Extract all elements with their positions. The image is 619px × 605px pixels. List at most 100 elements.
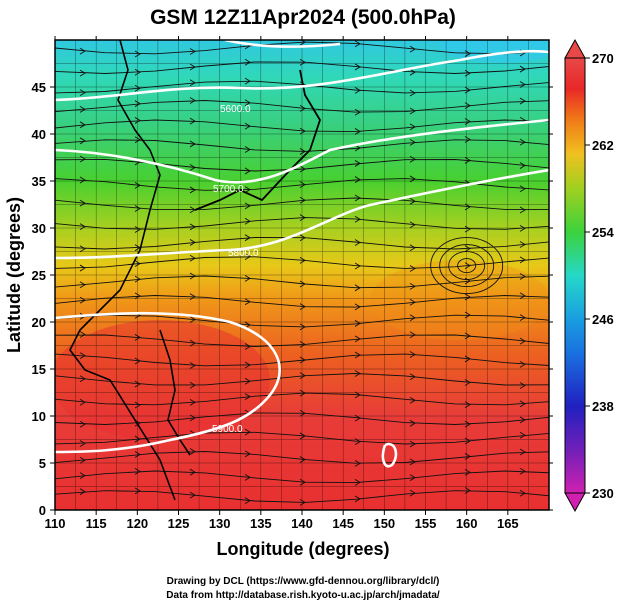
contour-label-5700: 5700.0 <box>213 184 244 195</box>
wind-arrow <box>409 155 416 163</box>
wind-arrow <box>189 381 196 389</box>
wind-arrow <box>189 140 196 148</box>
wind-arrow <box>409 123 416 131</box>
wind-arrow <box>244 361 251 369</box>
wind-arrow <box>464 453 471 460</box>
wind-arrow <box>354 262 361 270</box>
circulation-ring <box>457 258 477 274</box>
wind-arrow <box>244 202 251 210</box>
wind-arrow <box>189 239 196 246</box>
wind-arrow <box>189 398 196 406</box>
wind-arrow <box>299 196 306 204</box>
wind-arrow <box>134 435 141 443</box>
wind-arrow <box>409 440 416 448</box>
wind-arrow <box>354 40 361 48</box>
wind-arrow <box>244 321 251 329</box>
wind-arrow <box>464 50 471 57</box>
wind-arrow <box>134 136 141 144</box>
wind-arrow <box>244 186 251 193</box>
wind-arrow <box>519 185 526 193</box>
y-tick-label: 20 <box>32 315 46 330</box>
wind-arrow <box>189 468 196 476</box>
colorbar-tick-label: 230 <box>592 486 614 501</box>
wind-arrow <box>519 138 526 146</box>
contour-5800 <box>55 168 549 260</box>
coastline-philippines <box>159 329 191 456</box>
wind-arrow <box>409 175 416 183</box>
wind-arrow <box>299 389 306 397</box>
colorbar-min-arrow <box>564 492 586 513</box>
wind-arrow <box>189 63 196 71</box>
wind-arrow <box>409 373 416 381</box>
wind-arrow <box>299 234 306 242</box>
wind-arrow <box>244 217 251 225</box>
wind-arrow <box>519 256 526 264</box>
wind-arrow <box>519 241 526 248</box>
wind-arrow <box>189 272 196 280</box>
wind-arrow <box>79 456 86 464</box>
wind-arrow <box>134 117 141 124</box>
contour-5700 <box>55 118 549 184</box>
chart-title: GSM 12Z11Apr2024 (500.0hPa) <box>150 6 456 29</box>
wind-arrow <box>134 334 141 341</box>
wind-arrow <box>79 137 86 145</box>
wind-arrow <box>299 323 306 331</box>
wind-arrow <box>354 303 361 311</box>
wind-arrow <box>464 379 471 386</box>
wind-arrow <box>519 337 526 345</box>
wind-arrow <box>354 160 361 167</box>
wind-arrow <box>409 331 416 339</box>
wind-arrow <box>79 105 86 113</box>
contour-label-5900: 5900.0 <box>212 424 243 435</box>
x-tick-label: 135 <box>250 516 272 531</box>
wind-arrow <box>354 128 361 135</box>
wind-arrow <box>464 102 471 110</box>
wind-arrow <box>189 414 196 422</box>
wind-arrow <box>134 451 141 458</box>
y-tick-label: 5 <box>39 456 46 471</box>
wind-arrow <box>189 186 196 194</box>
wind-arrow <box>409 244 416 252</box>
wind-arrow <box>79 281 86 289</box>
wind-arrow <box>519 292 526 300</box>
wind-arrow <box>354 215 361 223</box>
wind-arrow <box>79 264 86 272</box>
wind-arrow <box>79 352 86 359</box>
contour-top <box>224 40 341 48</box>
wind-arrow <box>79 121 86 129</box>
wind-arrow <box>189 48 196 55</box>
wind-arrow <box>354 391 361 399</box>
wind-arrow <box>519 400 526 408</box>
x-tick-label: 160 <box>456 516 478 531</box>
wind-arrow <box>409 283 416 290</box>
wind-arrow <box>189 117 196 125</box>
wind-arrow <box>79 176 86 184</box>
wind-arrow <box>189 362 196 369</box>
wind-arrow <box>519 314 526 322</box>
wind-arrow <box>519 65 526 73</box>
wind-arrow <box>464 332 471 340</box>
wind-arrow <box>519 416 526 424</box>
plot-area: 5600.0 5700.0 5800.0 5900.0 <box>55 40 549 510</box>
y-tick-label: 0 <box>39 503 46 518</box>
wind-arrow <box>134 357 141 365</box>
height-contours <box>55 40 549 468</box>
wind-arrow <box>79 331 86 338</box>
wind-arrow <box>299 165 306 173</box>
wind-arrow <box>79 420 86 428</box>
wind-arrow <box>409 68 416 76</box>
wind-arrow <box>299 341 306 348</box>
contour-5600 <box>55 49 549 102</box>
wind-arrow <box>189 97 196 104</box>
wind-arrow <box>519 81 526 88</box>
wind-arrow <box>189 79 196 87</box>
wind-arrow <box>464 203 471 211</box>
wind-arrow <box>189 223 196 231</box>
wind-arrow <box>464 277 471 285</box>
wind-arrow <box>79 245 86 253</box>
y-axis: 0 5 10 15 20 25 30 35 40 45 <box>32 80 553 518</box>
wind-arrow <box>79 440 86 447</box>
colorbar-tick-label: 270 <box>592 51 614 66</box>
wind-arrow <box>354 320 361 327</box>
colorbar: 230 238 246 254 262 270 <box>564 38 614 513</box>
